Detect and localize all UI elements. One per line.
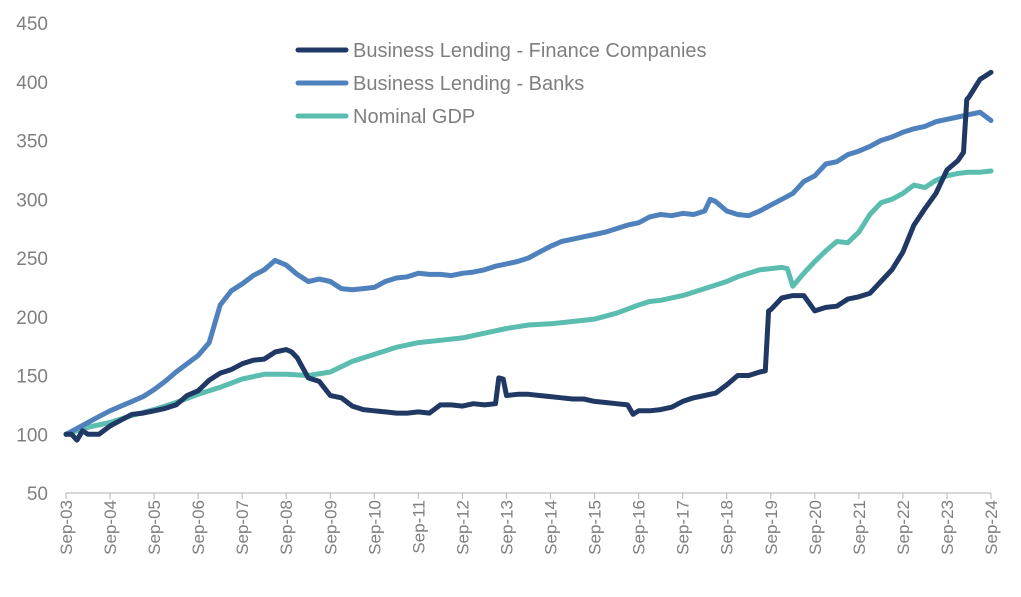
x-tick-label: Sep-21	[850, 500, 869, 555]
y-tick-label: 300	[16, 190, 48, 211]
series-lines	[63, 69, 994, 443]
y-tick-label: 150	[16, 367, 48, 388]
y-tick-label: 350	[16, 132, 48, 153]
series-line-nominal-gdp	[63, 168, 994, 437]
series-line-business-lending-finance-companies	[63, 69, 994, 443]
x-tick-label: Sep-23	[938, 500, 957, 555]
x-axis-ticks: Sep-03 Sep-04 Sep-05 Sep-06 Sep-07 Sep-08 Sep-…	[57, 493, 1001, 555]
x-tick-label: Sep-04	[101, 500, 120, 555]
legend: Business Lending - Finance Companies Busi…	[295, 40, 707, 128]
x-tick-label: Sep-07	[233, 500, 252, 555]
x-tick-label: Sep-24	[982, 500, 1001, 555]
legend-label: Business Lending - Finance Companies	[353, 40, 707, 62]
x-tick-label: Sep-17	[674, 500, 693, 555]
x-tick-label: Sep-06	[189, 500, 208, 555]
x-tick-label: Sep-08	[277, 500, 296, 555]
x-tick-label: Sep-15	[586, 500, 605, 555]
x-tick-label: Sep-22	[894, 500, 913, 555]
x-tick-label: Sep-05	[145, 500, 164, 555]
y-tick-label: 450	[16, 14, 48, 35]
y-tick-label: 400	[16, 73, 48, 94]
x-tick-label: Sep-13	[497, 500, 516, 555]
x-tick-label: Sep-14	[542, 500, 561, 555]
x-tick-label: Sep-10	[365, 500, 384, 555]
y-axis-ticks: 50 100 150 200 250 300 350 400 450	[16, 14, 48, 505]
x-tick-label: Sep-18	[718, 500, 737, 555]
x-tick-label: Sep-03	[57, 500, 76, 555]
legend-label: Business Lending - Banks	[353, 73, 584, 95]
x-tick-label: Sep-11	[409, 500, 428, 554]
legend-label: Nominal GDP	[353, 106, 475, 128]
y-tick-label: 50	[27, 484, 48, 505]
series-line-business-lending-banks	[63, 109, 994, 437]
x-tick-label: Sep-20	[806, 500, 825, 555]
x-tick-label: Sep-19	[762, 500, 781, 555]
y-tick-label: 100	[16, 425, 48, 446]
x-tick-label: Sep-16	[630, 500, 649, 555]
x-tick-label: Sep-09	[321, 500, 340, 555]
y-tick-label: 250	[16, 249, 48, 270]
x-tick-label: Sep-12	[453, 500, 472, 555]
y-tick-label: 200	[16, 308, 48, 329]
